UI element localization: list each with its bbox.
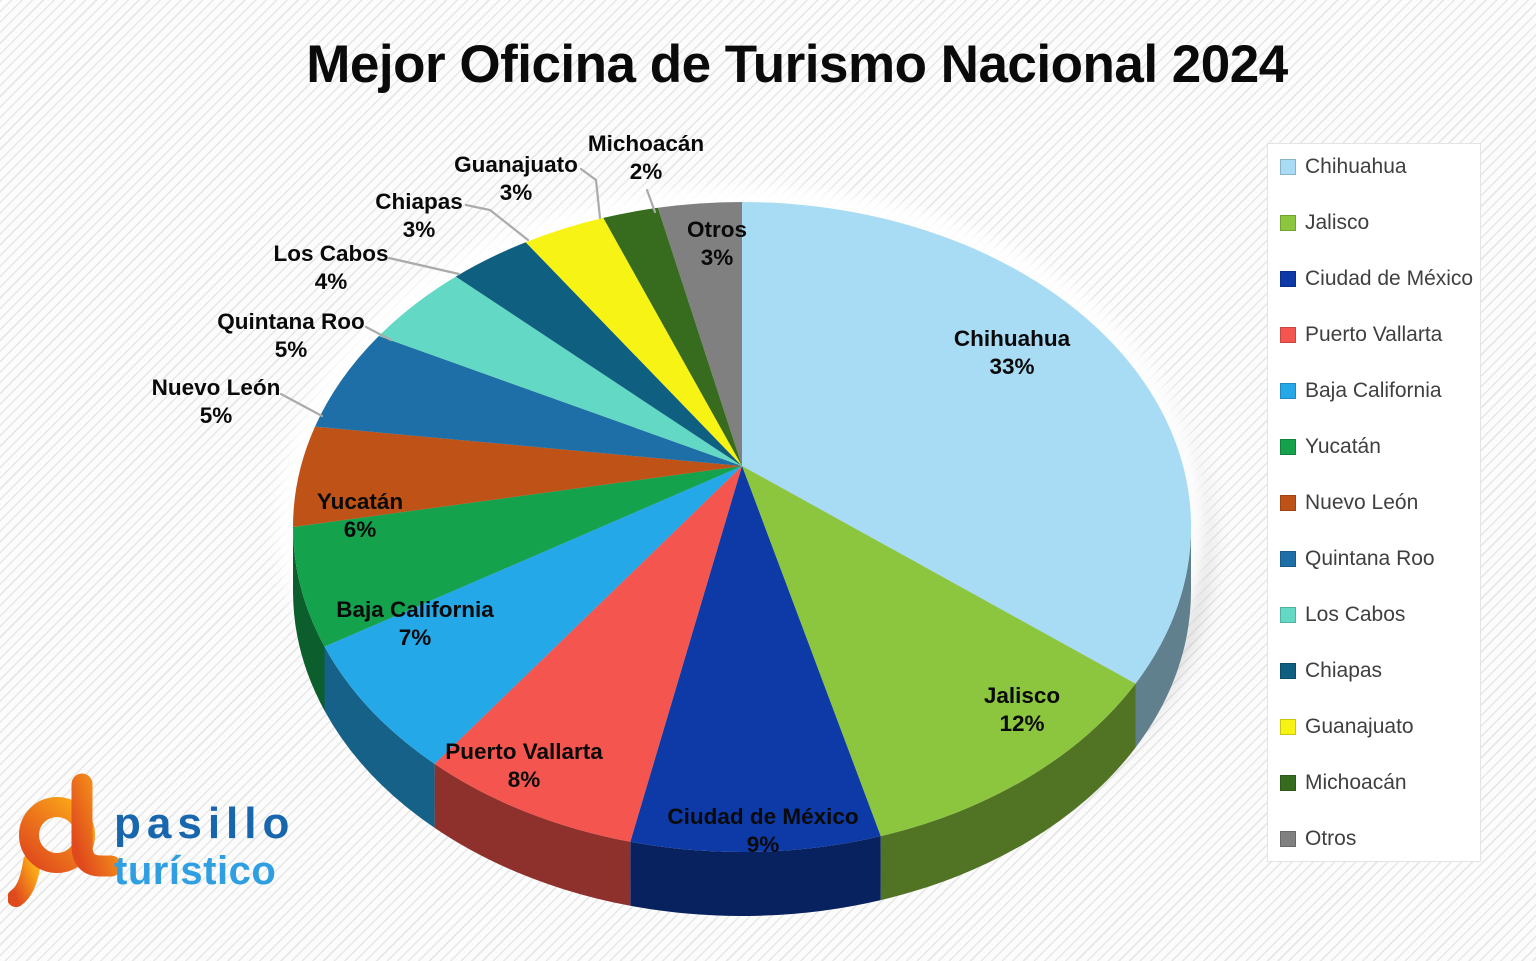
legend-label-guanajuato: Guanajuato	[1305, 715, 1414, 738]
pie-label-quintana-roo: Quintana Roo 5%	[217, 309, 365, 362]
pie-slice-wall-chihuahua	[1135, 527, 1191, 748]
pie-slice-wall-ciudad-de-mexico	[630, 836, 881, 917]
pie-label-chiapas: Chiapas 3%	[375, 189, 463, 242]
pie-slice-otros	[657, 202, 742, 466]
pie-label-los-cabos: Los Cabos 4%	[273, 241, 388, 294]
legend-label-chiapas: Chiapas	[1305, 659, 1383, 682]
data-labels: Chihuahua 33% Jalisco 12% Ciudad de México 9%…	[152, 131, 1071, 857]
logo-word-pasillo: pasillo	[114, 799, 295, 848]
pie-slice-jalisco	[742, 466, 1136, 837]
legend-swatch-otros	[1280, 830, 1296, 847]
legend-swatch-puerto-vallarta	[1280, 326, 1296, 343]
legend-item-yucatan: Yucatán	[1280, 436, 1474, 457]
pie-label-otros: Otros 3%	[687, 217, 747, 270]
legend-item-los-cabos: Los Cabos	[1280, 604, 1474, 625]
legend-swatch-michoacan	[1280, 774, 1296, 791]
pie-slice-yucatan	[293, 466, 742, 647]
legend-swatch-jalisco	[1280, 214, 1296, 231]
legend-item-puerto-vallarta: Puerto Vallarta	[1280, 324, 1474, 345]
label-leader-lines	[279, 167, 657, 418]
pie-side-walls	[293, 527, 1191, 917]
legend-item-ciudad-de-mexico: Ciudad de México	[1280, 268, 1474, 289]
pie-slice-puerto-vallarta	[434, 466, 742, 842]
leader-line-chiapas	[464, 203, 530, 242]
legend-item-jalisco: Jalisco	[1280, 212, 1474, 233]
leader-line-los-cabos	[387, 256, 461, 276]
logo-word-turistico: turístico	[114, 849, 276, 893]
legend-label-los-cabos: Los Cabos	[1305, 603, 1406, 626]
leader-line-nuevo-leon	[279, 392, 324, 418]
pie-slice-wall-baja-california	[324, 646, 435, 828]
pie-slice-wall-yucatan	[293, 527, 325, 711]
pie-slice-guanajuato	[525, 217, 742, 466]
legend-label-otros: Otros	[1305, 827, 1357, 850]
brand-logo: pasillo turístico	[8, 773, 295, 907]
legend-swatch-yucatan	[1280, 438, 1296, 455]
legend-swatch-los-cabos	[1280, 606, 1296, 623]
legend-label-ciudad-de-mexico: Ciudad de México	[1305, 267, 1474, 290]
legend-swatch-guanajuato	[1280, 718, 1296, 735]
legend-swatch-chiapas	[1280, 662, 1296, 679]
leader-line-michoacan	[645, 188, 657, 214]
legend-item-michoacan: Michoacán	[1280, 772, 1474, 793]
pie-slice-los-cabos	[378, 276, 742, 466]
chart-legend: Chihuahua Jalisco Ciudad de México Puerto V…	[1267, 143, 1481, 862]
legend-item-baja-california: Baja California	[1280, 380, 1474, 401]
legend-item-otros: Otros	[1280, 828, 1474, 849]
legend-label-jalisco: Jalisco	[1305, 211, 1370, 234]
pie-slice-chihuahua	[742, 202, 1192, 684]
pie-label-puerto-vallarta: Puerto Vallarta 8%	[445, 739, 603, 792]
legend-label-michoacan: Michoacán	[1305, 771, 1407, 794]
pie-slice-michoacan	[603, 207, 742, 467]
pie-label-jalisco: Jalisco 12%	[984, 683, 1060, 736]
pie-slice-ciudad-de-mexico	[630, 466, 881, 853]
legend-item-guanajuato: Guanajuato	[1280, 716, 1474, 737]
legend-item-chiapas: Chiapas	[1280, 660, 1474, 681]
legend-swatch-chihuahua	[1280, 158, 1296, 175]
legend-label-yucatan: Yucatán	[1305, 435, 1381, 458]
leader-line-quintana-roo	[364, 325, 393, 342]
logo-p-descender	[8, 853, 41, 907]
legend-swatch-baja-california	[1280, 382, 1296, 399]
pie-slice-wall-jalisco	[880, 683, 1136, 901]
legend-swatch-quintana-roo	[1280, 550, 1296, 567]
pie-label-ciudad-de-mexico: Ciudad de México 9%	[667, 804, 858, 857]
legend-item-quintana-roo: Quintana Roo	[1280, 548, 1474, 569]
legend-item-chihuahua: Chihuahua	[1280, 156, 1474, 177]
leader-line-guanajuato	[579, 167, 602, 220]
legend-label-baja-california: Baja California	[1305, 379, 1442, 402]
legend-swatch-ciudad-de-mexico	[1280, 270, 1296, 287]
pie-label-chihuahua: Chihuahua 33%	[954, 326, 1071, 379]
pie-label-guanajuato: Guanajuato 3%	[454, 152, 578, 205]
legend-label-chihuahua: Chihuahua	[1305, 155, 1407, 178]
legend-label-nuevo-leon: Nuevo León	[1305, 491, 1419, 514]
pie-slice-wall-puerto-vallarta	[434, 763, 631, 906]
logo-mark-pt	[8, 773, 122, 907]
pie-label-michoacan: Michoacán 2%	[588, 131, 704, 184]
pie-slice-quintana-roo	[315, 336, 742, 466]
pie-label-nuevo-leon: Nuevo León 5%	[152, 375, 281, 428]
legend-swatch-nuevo-leon	[1280, 494, 1296, 511]
legend-item-nuevo-leon: Nuevo León	[1280, 492, 1474, 513]
pie-slice-nuevo-leon	[293, 426, 742, 527]
pie-label-baja-california: Baja California 7%	[336, 597, 494, 650]
pie-slices	[293, 202, 1192, 853]
pie-label-yucatan: Yucatán 6%	[317, 489, 403, 542]
legend-label-puerto-vallarta: Puerto Vallarta	[1305, 323, 1443, 346]
legend-label-quintana-roo: Quintana Roo	[1305, 547, 1435, 570]
pie-slice-baja-california	[324, 466, 742, 764]
chart-title: Mejor Oficina de Turismo Nacional 2024	[306, 35, 1288, 94]
pie-slice-chiapas	[455, 242, 742, 466]
